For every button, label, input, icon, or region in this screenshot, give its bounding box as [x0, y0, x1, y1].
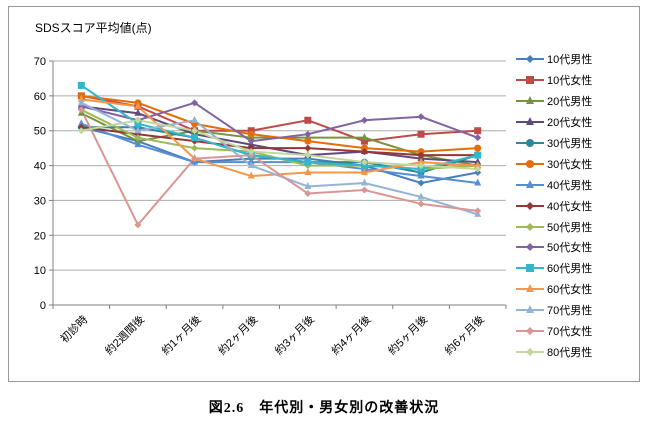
y-tick-label: 60	[34, 91, 46, 103]
y-tick-label: 0	[40, 300, 46, 312]
legend-marker-icon	[516, 179, 544, 188]
legend-label: 60代女性	[547, 284, 593, 297]
legend-label: 70代女性	[547, 326, 593, 339]
legend-label: 10代女性	[547, 75, 593, 88]
legend-label: 40代女性	[547, 200, 593, 213]
legend-item: 80代男性	[515, 341, 637, 362]
legend-item: 70代女性	[515, 321, 637, 342]
x-tick-label: 初診時	[57, 312, 90, 345]
legend-item: 50代男性	[515, 216, 637, 237]
legend-label: 20代女性	[547, 117, 593, 130]
x-tick-label: 約2ヶ月後	[215, 312, 260, 357]
series-line	[80, 84, 478, 171]
chart-title: SDSスコア平均値(点)	[35, 21, 152, 35]
legend-label: 10代男性	[547, 54, 593, 67]
legend-item: 60代女性	[515, 279, 637, 300]
legend-item: 40代男性	[515, 174, 637, 195]
legend-marker-icon	[516, 264, 544, 273]
legend-marker-icon	[516, 117, 544, 126]
legend-label: 80代男性	[547, 346, 593, 359]
figure-caption: 図2.6 年代別・男女別の改善状況	[208, 401, 440, 416]
y-tick-label: 70	[34, 56, 46, 68]
legend-label: 50代男性	[547, 221, 593, 234]
legend-marker-icon	[516, 201, 544, 210]
legend-marker-icon	[516, 96, 544, 105]
series-line	[80, 122, 478, 184]
legend-item: 10代女性	[515, 70, 637, 91]
chart-legend: 10代男性 10代女性 20代男性 20代女性 30代男性 30代女性 40代男性 40代女性…	[515, 49, 637, 362]
legend-marker-icon	[516, 159, 544, 168]
legend-label: 70代男性	[547, 305, 593, 318]
legend-marker-icon	[516, 139, 544, 147]
legend-item: 50代女性	[515, 237, 637, 258]
legend-label: 40代男性	[547, 179, 593, 192]
legend-marker-icon	[516, 222, 544, 231]
legend-item: 10代男性	[515, 49, 637, 70]
legend-item: 30代男性	[515, 133, 637, 154]
x-tick-label: 約6ヶ月後	[441, 312, 486, 357]
series-line	[80, 101, 478, 216]
y-tick-label: 10	[34, 265, 46, 277]
y-tick-label: 40	[34, 161, 46, 173]
series-line	[81, 119, 478, 171]
legend-marker-icon	[516, 305, 544, 314]
x-tick-label: 約5ヶ月後	[385, 312, 430, 357]
legend-marker-icon	[516, 243, 544, 252]
legend-marker-icon	[516, 327, 544, 336]
legend-marker-icon	[516, 76, 544, 85]
line-chart-plot: 0 10 20 30 40 50 60 70 初診時 約2週間後 約1ヶ月後 約2ヶ月後 約3ヶ月後 約4…	[9, 7, 639, 379]
legend-label: 60代男性	[547, 263, 593, 276]
series-line	[81, 126, 478, 157]
x-tick-label: 約2週間後	[102, 312, 147, 357]
legend-item: 20代女性	[515, 112, 637, 133]
series-line	[81, 101, 479, 143]
series-line	[81, 94, 478, 143]
legend-marker-icon	[516, 55, 544, 64]
chart-frame: 0 10 20 30 40 50 60 70 初診時 約2週間後 約1ヶ月後 約2ヶ月後 約3ヶ月後 約4…	[8, 6, 640, 382]
legend-label: 30代女性	[547, 158, 593, 171]
legend-marker-icon	[516, 284, 544, 293]
legend-item: 30代女性	[515, 153, 637, 174]
legend-item: 70代男性	[515, 300, 637, 321]
legend-label: 20代男性	[547, 96, 593, 109]
legend-marker-icon	[516, 347, 544, 356]
legend-item: 20代男性	[515, 91, 637, 112]
y-tick-label: 50	[34, 126, 46, 138]
x-tick-label: 約3ヶ月後	[272, 312, 317, 357]
x-tick-label: 約1ヶ月後	[158, 312, 203, 357]
series-line	[80, 109, 478, 227]
x-tick-label: 約4ヶ月後	[328, 312, 373, 357]
legend-label: 50代女性	[547, 242, 593, 255]
legend-label: 30代男性	[547, 138, 593, 150]
y-tick-label: 20	[34, 230, 46, 242]
legend-item: 60代男性	[515, 258, 637, 279]
y-tick-label: 30	[34, 195, 46, 207]
legend-item: 40代女性	[515, 195, 637, 216]
